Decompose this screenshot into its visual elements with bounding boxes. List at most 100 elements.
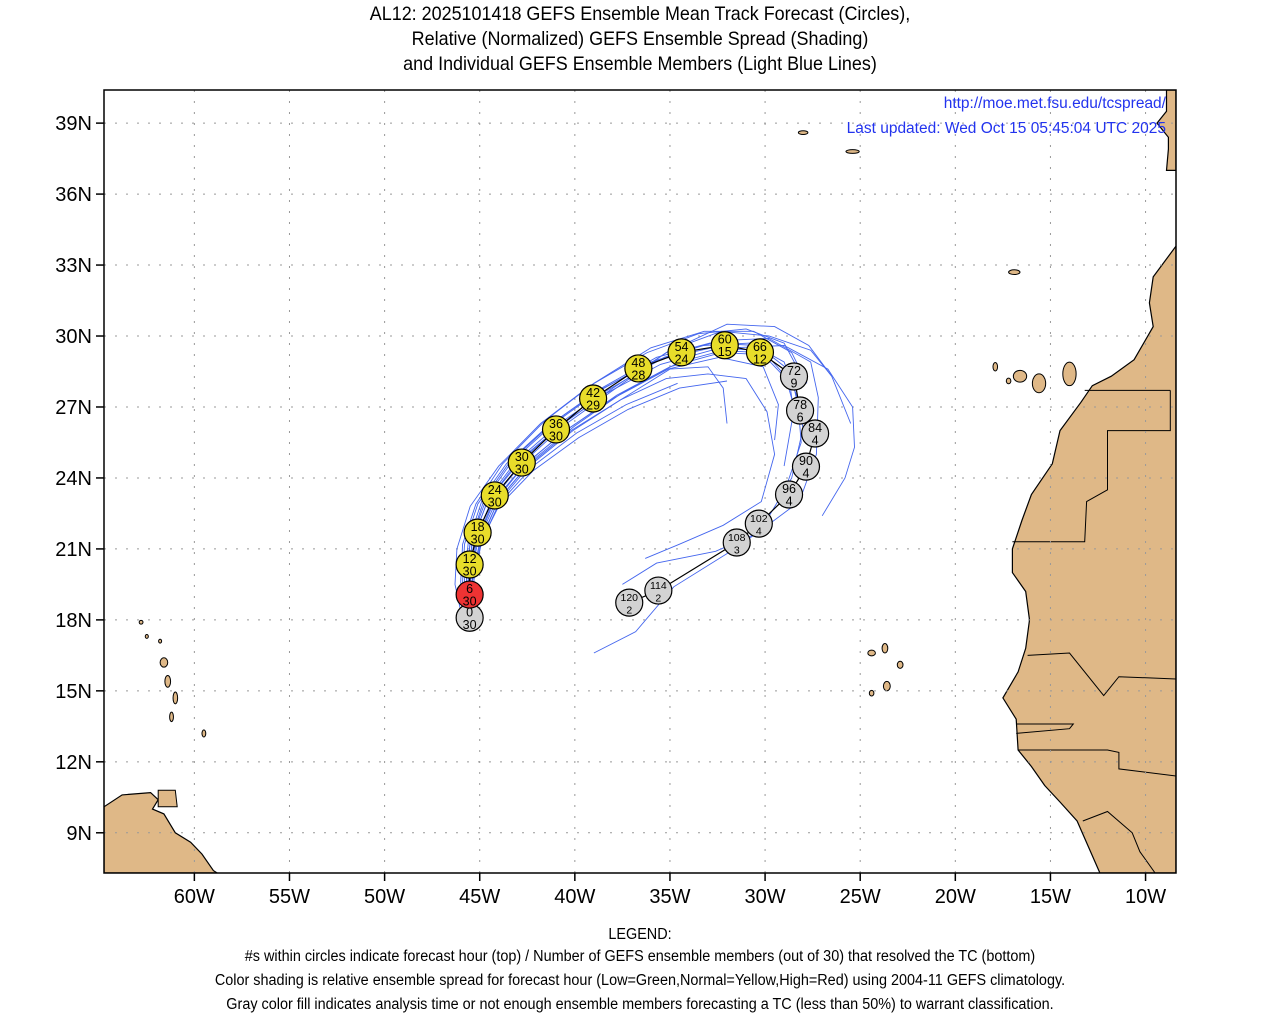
y-axis: 39N 36N 33N 30N 27N 24N 21N 18N 15N 12N 9N [55,113,104,845]
island [144,634,149,639]
forecast-hour-label: 120 [620,592,638,604]
track-circle [745,338,775,367]
island [867,649,876,657]
member-count-label: 2 [626,605,632,617]
island [158,638,163,644]
country-border [1018,749,1176,777]
y-tick-label: 15N [55,681,92,703]
x-tick-label: 35W [649,886,690,908]
island [882,680,891,692]
island [172,691,179,705]
island [201,729,207,738]
plot-frame [103,89,1177,874]
island [169,711,174,723]
track-circle [541,415,571,444]
track-circle [779,362,809,391]
island [1005,377,1012,385]
forecast-hour-label: 96 [782,482,796,496]
y-tick-label: 18N [55,610,92,632]
track-circle [801,419,830,448]
ensemble-member-line [460,330,808,620]
member-count-label: 2 [655,593,661,605]
track-circle [463,518,492,547]
forecast-hour-label: 60 [718,333,732,347]
island [881,643,889,654]
x-tick-label: 60W [174,886,215,908]
ensemble-member-line [469,356,779,618]
ensemble-member-line [469,373,776,618]
iberia-landmass [1156,90,1176,171]
track-circle [791,452,821,481]
track-point-84: 844 [801,419,830,448]
member-count-label: 30 [515,463,529,477]
track-circle [507,448,536,477]
forecast-hour-label: 108 [728,532,746,544]
track-circle [667,338,696,367]
forecast-hour-label: 6 [466,582,473,596]
x-tick-label: 50W [364,886,405,908]
member-count-label: 28 [631,368,645,382]
track-circle [774,480,804,509]
country-border [1012,390,1171,543]
member-count-label: 30 [463,565,477,579]
x-tick-label: 10W [1125,886,1166,908]
x-tick-label: 40W [554,886,595,908]
forecast-hour-label: 0 [466,605,473,619]
island [797,130,809,135]
island [1031,373,1047,394]
member-count-label: 30 [488,495,502,509]
track-circle [455,580,484,609]
track-point-6: 630 [455,580,484,609]
legend-line-2: Color shading is relative ensemble sprea… [214,972,1066,989]
forecast-hour-label: 102 [750,513,768,525]
country-border [1016,723,1075,734]
plot-background [104,90,1176,873]
forecast-hour-label: 90 [799,454,813,468]
y-tick-label: 9N [66,823,92,845]
island [1008,269,1021,276]
country-border [1027,652,1176,697]
y-tick-label: 27N [55,397,92,419]
trinidad-island [157,789,178,808]
x-tick-label: 15W [1030,886,1071,908]
forecast-hour-label: 18 [471,520,485,534]
legend-line-3: Gray color fill indicates analysis time … [226,996,1054,1013]
member-count-label: 4 [812,433,819,447]
island [845,149,860,154]
island [992,362,999,372]
y-tick-label: 21N [55,539,92,561]
track-circle [615,588,644,617]
title-line-3: and Individual GEFS Ensemble Members (Li… [403,53,877,75]
member-count-label: 4 [803,467,810,481]
mean-track-circles: 0306301230183024303030363042294828542460… [455,331,830,632]
track-point-78: 786 [785,396,815,425]
land-layer [104,90,1176,873]
forecast-hour-label: 12 [463,552,477,566]
track-circle [744,509,773,538]
island [1012,369,1028,383]
forecast-hour-label: 66 [753,340,767,354]
track-point-0: 030 [455,603,484,632]
track-circle [785,396,815,425]
forecast-hour-label: 30 [515,450,529,464]
forecast-hour-label: 42 [586,386,600,400]
legend-heading: LEGEND: [608,926,672,943]
y-tick-label: 30N [55,326,92,348]
member-count-label: 6 [797,411,804,425]
track-circle [579,384,608,413]
africa-landmass [1002,245,1176,873]
island [164,674,172,688]
track-circle [455,550,484,579]
